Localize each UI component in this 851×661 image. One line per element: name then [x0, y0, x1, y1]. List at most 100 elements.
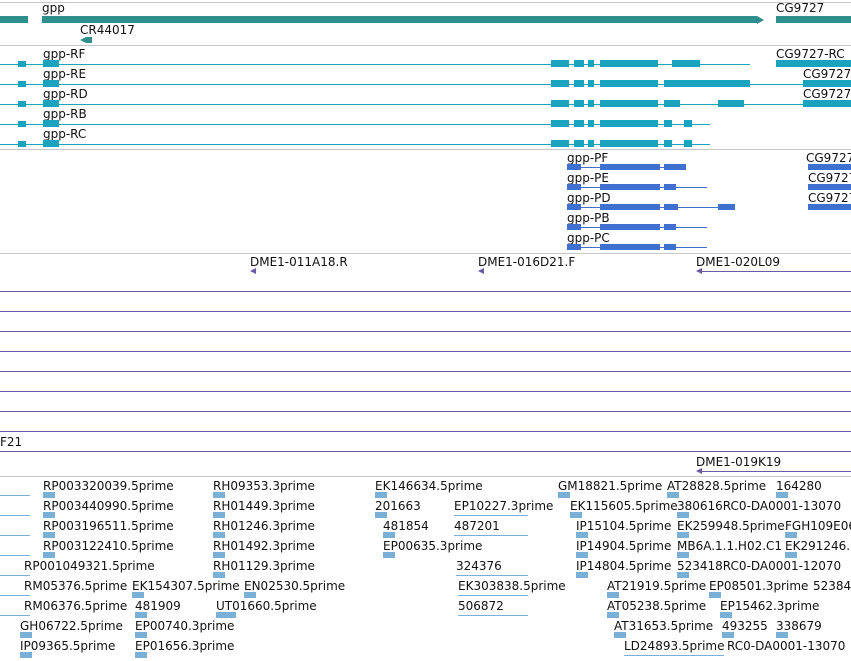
est-block[interactable]: [213, 572, 225, 578]
est-label[interactable]: GH06722.5prime: [20, 619, 123, 633]
est-label[interactable]: EP15462.3prime: [720, 599, 820, 613]
gene-cg9727-bar[interactable]: [776, 16, 851, 23]
est-label[interactable]: RH01129.3prime: [213, 559, 315, 573]
est-line[interactable]: [0, 575, 30, 576]
protein-label-pc[interactable]: gpp-PC: [567, 231, 610, 245]
est-block[interactable]: [244, 592, 256, 598]
est-label[interactable]: RP003196511.5prime: [43, 519, 174, 533]
est-block[interactable]: [135, 612, 147, 618]
est-block[interactable]: [677, 552, 689, 558]
est-block[interactable]: [570, 512, 582, 518]
est-label[interactable]: RH01246.3prime: [213, 519, 315, 533]
est-block[interactable]: [213, 492, 225, 498]
est-block[interactable]: [677, 532, 689, 538]
gene-label-cr44017[interactable]: CR44017: [80, 23, 135, 37]
est-label[interactable]: FGH109E06: [785, 519, 851, 533]
clone-line[interactable]: [0, 391, 851, 392]
est-line[interactable]: [458, 595, 528, 596]
est-label[interactable]: 324376: [456, 559, 502, 573]
transcript-rb-line[interactable]: [0, 124, 710, 125]
transcript-label-rf[interactable]: gpp-RF: [43, 47, 86, 61]
est-line[interactable]: [458, 615, 528, 616]
est-label[interactable]: RP003440990.5prime: [43, 499, 174, 513]
est-label[interactable]: IP14904.5prime: [576, 539, 672, 553]
est-label[interactable]: 201663: [375, 499, 421, 513]
est-block[interactable]: [607, 592, 619, 598]
transcript-re-line[interactable]: [0, 84, 851, 85]
est-block[interactable]: [722, 632, 734, 638]
est-label[interactable]: EK259948.5prime: [677, 519, 785, 533]
transcript-label-cg9727-b[interactable]: CG9727: [803, 87, 851, 101]
transcript-label-cg9727-rc[interactable]: CG9727-RC: [776, 47, 845, 61]
est-label[interactable]: MB6A.1.1.H02.C1: [677, 539, 783, 553]
est-block[interactable]: [677, 512, 689, 518]
est-label[interactable]: IP09365.5prime: [20, 639, 116, 653]
est-block[interactable]: [709, 592, 721, 598]
est-label[interactable]: AT21919.5prime: [607, 579, 707, 593]
clone-line[interactable]: [0, 411, 851, 412]
est-label[interactable]: RH09353.3prime: [213, 479, 315, 493]
est-block[interactable]: [135, 652, 147, 658]
est-label[interactable]: RP003122410.5prime: [43, 539, 174, 553]
gene-gpp-bar[interactable]: [42, 16, 757, 23]
gene-label-gpp[interactable]: gpp: [42, 1, 65, 15]
est-block[interactable]: [43, 552, 55, 558]
protein-label-cg9727-b[interactable]: CG9727: [808, 171, 851, 185]
est-block[interactable]: [213, 512, 225, 518]
est-block[interactable]: [20, 652, 32, 658]
clone-label-f21[interactable]: F21: [0, 435, 23, 449]
est-block[interactable]: [558, 492, 570, 498]
protein-label-cg9727-a[interactable]: CG9727: [806, 151, 851, 165]
est-block[interactable]: [132, 592, 144, 598]
est-label[interactable]: 164280: [776, 479, 822, 493]
clone-label-011a18[interactable]: DME1-011A18.R: [250, 255, 348, 269]
est-label[interactable]: EP08501.3prime: [709, 579, 809, 593]
est-block[interactable]: [720, 612, 732, 618]
est-label[interactable]: EP00635.3prime: [383, 539, 483, 553]
est-label[interactable]: 338679: [776, 619, 822, 633]
est-label[interactable]: RH01492.3prime: [213, 539, 315, 553]
est-label[interactable]: LD24893.5prime: [624, 639, 725, 653]
est-label[interactable]: 493255: [722, 619, 768, 633]
clone-line[interactable]: [0, 351, 851, 352]
est-block[interactable]: [43, 512, 55, 518]
est-label[interactable]: RP001049321.5prime: [24, 559, 155, 573]
est-block[interactable]: [375, 512, 387, 518]
gene-label-cg9727[interactable]: CG9727: [776, 1, 825, 15]
est-label[interactable]: EK115605.5prime: [570, 499, 678, 513]
est-line[interactable]: [0, 595, 30, 596]
est-line[interactable]: [0, 615, 30, 616]
est-line[interactable]: [624, 655, 724, 656]
est-block[interactable]: [383, 532, 395, 538]
est-label[interactable]: AT31653.5prime: [614, 619, 714, 633]
est-label[interactable]: IP15104.5prime: [576, 519, 672, 533]
transcript-rd-line[interactable]: [0, 104, 851, 105]
est-line[interactable]: [0, 495, 30, 496]
clone-line[interactable]: [0, 431, 851, 432]
transcript-label-cg9727-a[interactable]: CG9727: [803, 67, 851, 81]
est-label[interactable]: RP003320039.5prime: [43, 479, 174, 493]
est-block[interactable]: [776, 632, 788, 638]
est-block[interactable]: [576, 572, 588, 578]
est-label[interactable]: EK154307.5prime: [132, 579, 240, 593]
est-line[interactable]: [456, 575, 528, 576]
est-label[interactable]: EP10227.3prime: [454, 499, 554, 513]
transcript-rf-line[interactable]: [0, 64, 750, 65]
protein-label-pf[interactable]: gpp-PF: [567, 151, 609, 165]
clone-line[interactable]: [0, 451, 851, 452]
est-label[interactable]: EP01656.3prime: [135, 639, 235, 653]
clone-label-019k19[interactable]: DME1-019K19: [696, 455, 782, 469]
est-block[interactable]: [576, 532, 588, 538]
est-line[interactable]: [454, 515, 528, 516]
est-line[interactable]: [0, 535, 30, 536]
clone-line[interactable]: [0, 371, 851, 372]
est-block[interactable]: [213, 532, 225, 538]
est-block[interactable]: [20, 632, 32, 638]
est-label[interactable]: RC0-DA0001-13070: [727, 639, 846, 653]
protein-label-pb[interactable]: gpp-PB: [567, 211, 610, 225]
est-label[interactable]: EN02530.5prime: [244, 579, 346, 593]
est-label[interactable]: 523418RC0-DA0001-12070: [677, 559, 842, 573]
est-label[interactable]: 506872: [458, 599, 504, 613]
est-label[interactable]: 380616RC0-DA0001-13070: [677, 499, 842, 513]
est-block[interactable]: [614, 632, 626, 638]
